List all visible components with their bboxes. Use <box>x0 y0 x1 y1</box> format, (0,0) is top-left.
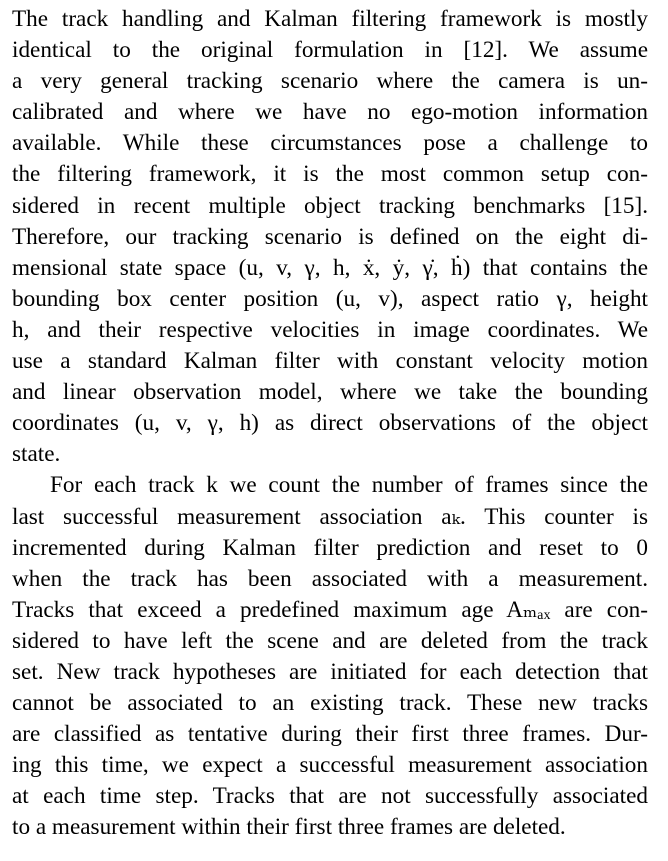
text-line: calibrated and where we have no ego-moti… <box>12 99 648 126</box>
text-line: mensional state space (u, v, γ, h, ẋ, ẏ,… <box>12 254 648 281</box>
text-line: a very general tracking scenario where t… <box>12 68 648 95</box>
text-line: are classified as tentative during their… <box>12 721 648 748</box>
text-line: sidered to have left the scene and are d… <box>12 627 648 654</box>
text-line: available. While these circumstances pos… <box>12 130 648 157</box>
text-line: ing this time, we expect a successful me… <box>12 752 648 779</box>
text-line: use a standard Kalman filter with consta… <box>12 348 648 375</box>
text-line: and linear observation model, where we t… <box>12 379 648 406</box>
text-line: For each track k we count the number of … <box>50 472 648 499</box>
text-line: Therefore, our tracking scenario is defi… <box>12 223 648 250</box>
text-line: cannot be associated to an existing trac… <box>12 690 648 717</box>
text-line: to a measurement within their first thre… <box>12 814 566 841</box>
text-line: state. <box>12 441 61 468</box>
text-line: last successful measurement association … <box>12 503 648 530</box>
text-line: incremented during Kalman filter predict… <box>12 534 648 561</box>
text-line: set. New track hypotheses are initiated … <box>12 658 648 685</box>
text-line: sidered in recent multiple object tracki… <box>12 192 648 219</box>
text-line: The track handling and Kalman filtering … <box>12 6 648 32</box>
text-line: bounding box center position (u, v), asp… <box>12 285 648 312</box>
text-line: identical to the original formulation in… <box>12 37 648 64</box>
text-line: at each time step. Tracks that are not s… <box>12 783 648 810</box>
text-line: h, and their respective velocities in im… <box>12 316 648 343</box>
paragraph-track-handling: The track handling and Kalman filtering … <box>12 4 648 470</box>
text-line: the filtering framework, it is the most … <box>12 161 648 188</box>
text-line: Tracks that exceed a predefined maximum … <box>12 596 648 623</box>
text-line: coordinates (u, v, γ, h) as direct obser… <box>12 410 648 437</box>
text-line: when the track has been associated with … <box>12 565 648 592</box>
paper-body: The track handling and Kalman filtering … <box>12 4 648 844</box>
paragraph-track-lifecycle: For each track k we count the number of … <box>12 470 648 843</box>
